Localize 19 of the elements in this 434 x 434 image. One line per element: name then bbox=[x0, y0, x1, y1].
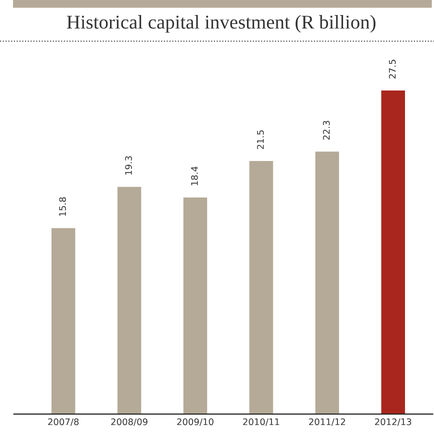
x-tick-label: 2009/10 bbox=[177, 418, 214, 426]
x-tick-label: 2007/8 bbox=[48, 418, 79, 426]
x-tick-label: 2010/11 bbox=[243, 418, 280, 426]
data-label: 21.5 bbox=[257, 130, 264, 150]
data-label: 15.8 bbox=[59, 197, 66, 216]
bar bbox=[183, 198, 208, 414]
x-tick-label: 2008/09 bbox=[111, 418, 148, 426]
x-tick-label: 2012/13 bbox=[375, 418, 412, 426]
chart-title: Historical capital investment (R billion) bbox=[66, 15, 376, 33]
bar bbox=[381, 90, 405, 414]
bar bbox=[315, 152, 340, 414]
data-label: 27.5 bbox=[388, 60, 396, 78]
data-label: 22.3 bbox=[322, 120, 330, 140]
bar bbox=[117, 186, 142, 414]
bar bbox=[249, 161, 274, 414]
x-tick-label: 2011/12 bbox=[309, 418, 346, 426]
bar bbox=[51, 228, 76, 414]
data-label: 18.4 bbox=[191, 166, 198, 186]
data-label: 19.3 bbox=[125, 156, 132, 175]
